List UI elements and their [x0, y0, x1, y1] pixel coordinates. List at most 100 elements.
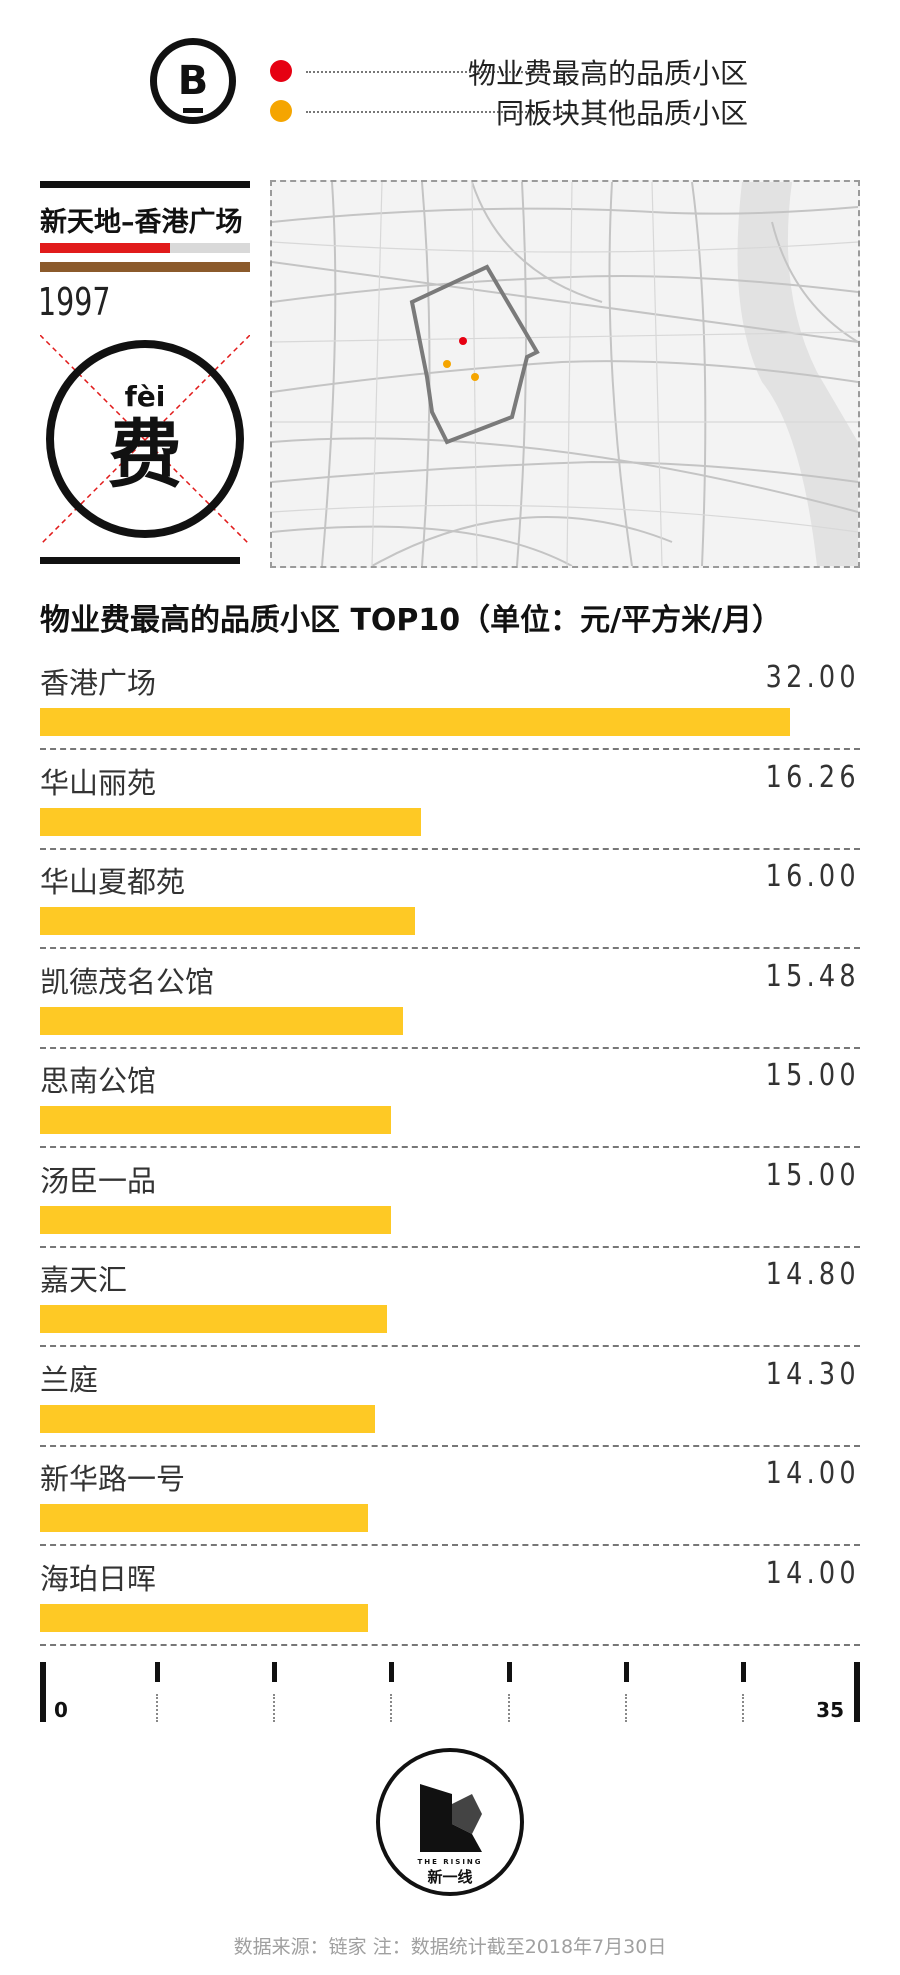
map-marker-orange	[471, 373, 479, 381]
row-separator	[40, 1345, 860, 1347]
axis-tick-guide	[390, 1694, 392, 1722]
axis-tick-guide	[273, 1694, 275, 1722]
year-label: 1997	[38, 280, 111, 324]
badge-underline	[183, 108, 203, 113]
bar	[40, 1007, 403, 1035]
row-separator	[40, 1146, 860, 1148]
category-label: 华山丽苑	[40, 766, 157, 800]
bar-row: 兰庭 14.30	[40, 1357, 860, 1457]
value-label: 14.00	[765, 1456, 860, 1491]
row-separator	[40, 947, 860, 949]
row-separator	[40, 1644, 860, 1646]
value-label: 15.48	[765, 959, 860, 994]
axis-tick-guide	[625, 1694, 627, 1722]
logo-name: 新一线	[427, 1868, 473, 1886]
fee-emblem: fèi 费	[40, 335, 250, 545]
divider-bottom	[40, 557, 240, 564]
legend-leader-line	[306, 71, 570, 73]
axis-tick	[272, 1662, 277, 1682]
axis-tick	[40, 1662, 46, 1722]
category-label: 嘉天汇	[40, 1263, 128, 1297]
axis-max-label: 35	[816, 1698, 844, 1722]
source-note: 数据来源：链家 注：数据统计截至2018年7月30日	[233, 1936, 667, 1958]
map-marker-red	[459, 337, 467, 345]
brand-logo: THE RISING 新一线	[376, 1748, 524, 1896]
bar-row: 汤臣一品 15.00	[40, 1158, 860, 1258]
value-label: 14.80	[765, 1257, 860, 1292]
category-label: 汤臣一品	[40, 1164, 157, 1198]
category-label: 香港广场	[40, 666, 157, 700]
row-separator	[40, 1047, 860, 1049]
axis-tick	[507, 1662, 512, 1682]
value-label: 14.30	[765, 1357, 860, 1392]
category-label: 凯德茂名公馆	[40, 965, 215, 999]
legend-leader-line	[306, 111, 570, 113]
bar	[40, 1106, 392, 1134]
fee-hanzi: 费	[108, 412, 182, 498]
logo-subtitle: THE RISING	[417, 1858, 483, 1866]
legend-item-other: 同板块其他品质小区	[270, 90, 760, 130]
axis-min-label: 0	[54, 1698, 68, 1722]
fee-pinyin: fèi	[124, 380, 166, 413]
bar	[40, 1504, 368, 1532]
value-label: 16.00	[765, 859, 860, 894]
category-badge: B	[150, 38, 236, 124]
value-label: 15.00	[765, 1058, 860, 1093]
bar-row: 华山夏都苑 16.00	[40, 859, 860, 959]
axis-tick	[155, 1662, 160, 1682]
bar-row: 新华路一号 14.00	[40, 1456, 860, 1556]
bar	[40, 708, 790, 736]
bar-row: 华山丽苑 16.26	[40, 760, 860, 860]
fee-circle	[46, 340, 244, 538]
value-label: 15.00	[765, 1158, 860, 1193]
axis-tick-guide	[742, 1694, 744, 1722]
category-label: 海珀日晖	[40, 1562, 157, 1596]
axis-tick	[624, 1662, 629, 1682]
x-axis: 0 35	[40, 1662, 860, 1722]
bar-row: 思南公馆 15.00	[40, 1058, 860, 1158]
row-separator	[40, 748, 860, 750]
value-label: 16.26	[765, 760, 860, 795]
value-label: 14.00	[765, 1556, 860, 1591]
area-name: 新天地–香港广场	[40, 207, 243, 238]
axis-tick-guide	[508, 1694, 510, 1722]
color-bar	[40, 243, 250, 253]
bar	[40, 1405, 376, 1433]
logo-mark-icon	[420, 1784, 482, 1852]
map-marker-orange	[443, 360, 451, 368]
axis-tick	[741, 1662, 746, 1682]
category-label: 新华路一号	[40, 1462, 186, 1496]
axis-tick	[854, 1662, 860, 1722]
district-map	[270, 180, 860, 568]
row-separator	[40, 848, 860, 850]
legend-label-top: 物业费最高的品质小区	[467, 57, 748, 90]
bar	[40, 907, 415, 935]
axis-tick-guide	[156, 1694, 158, 1722]
badge-letter: B	[177, 58, 209, 104]
bar-row: 香港广场 32.00	[40, 660, 860, 760]
row-separator	[40, 1246, 860, 1248]
category-label: 思南公馆	[40, 1064, 157, 1098]
legend-orange-dot-icon	[270, 100, 292, 122]
bar-row: 嘉天汇 14.80	[40, 1257, 860, 1357]
row-separator	[40, 1544, 860, 1546]
value-label: 32.00	[765, 660, 860, 695]
category-label: 兰庭	[40, 1363, 99, 1397]
chart-title: 物业费最高的品质小区 TOP10（单位：元/平方米/月）	[40, 603, 783, 638]
legend-label-other: 同板块其他品质小区	[495, 97, 748, 130]
color-bar-fill	[40, 243, 171, 253]
bar-row: 凯德茂名公馆 15.48	[40, 959, 860, 1059]
bar	[40, 1604, 368, 1632]
bar-row: 海珀日晖 14.00	[40, 1556, 860, 1656]
category-label: 华山夏都苑	[40, 865, 186, 899]
legend-item-top: 物业费最高的品质小区	[270, 50, 760, 90]
axis-tick	[389, 1662, 394, 1682]
bar	[40, 1305, 387, 1333]
legend-red-dot-icon	[270, 60, 292, 82]
divider-top	[40, 181, 250, 188]
row-separator	[40, 1445, 860, 1447]
map-roads	[272, 182, 858, 566]
brown-bar	[40, 262, 250, 272]
bar	[40, 1206, 392, 1234]
bar	[40, 808, 421, 836]
